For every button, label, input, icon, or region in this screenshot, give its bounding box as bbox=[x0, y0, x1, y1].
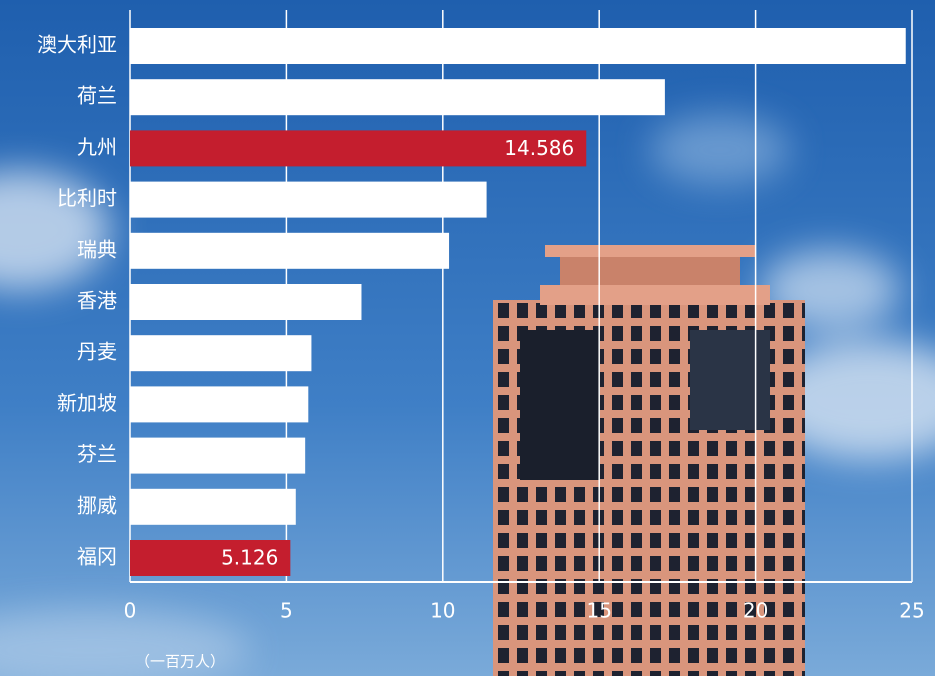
bar bbox=[130, 28, 906, 64]
building bbox=[493, 245, 805, 676]
bar bbox=[130, 386, 309, 423]
bar bbox=[130, 181, 487, 218]
bar bbox=[130, 437, 306, 474]
bar bbox=[130, 335, 312, 372]
value-label: 14.586 bbox=[504, 136, 574, 160]
x-tick-label: 10 bbox=[430, 599, 455, 623]
y-tick-label: 瑞典 bbox=[77, 237, 117, 261]
y-tick-label: 芬兰 bbox=[77, 442, 117, 466]
y-tick-label: 九州 bbox=[77, 135, 117, 159]
bar bbox=[130, 232, 450, 269]
y-tick-label: 新加坡 bbox=[57, 391, 117, 415]
y-tick-label: 比利时 bbox=[57, 186, 117, 210]
bar bbox=[130, 540, 291, 576]
y-tick-label: 澳大利亚 bbox=[37, 33, 117, 57]
y-tick-label: 香港 bbox=[77, 289, 117, 313]
y-tick-label: 荷兰 bbox=[77, 84, 117, 108]
y-tick-label: 丹麦 bbox=[77, 340, 117, 364]
x-tick-label: 20 bbox=[743, 599, 768, 623]
x-tick-label: 15 bbox=[586, 599, 611, 623]
bar bbox=[130, 130, 587, 167]
axis-unit-label: （一百万人） bbox=[135, 653, 225, 671]
y-tick-label: 挪威 bbox=[77, 493, 117, 517]
bar bbox=[130, 488, 296, 525]
bar bbox=[130, 79, 665, 116]
x-tick-label: 5 bbox=[280, 599, 293, 623]
value-label: 5.126 bbox=[221, 546, 278, 570]
x-tick-label: 0 bbox=[124, 599, 137, 623]
x-tick-label: 25 bbox=[899, 599, 924, 623]
y-tick-label: 福冈 bbox=[77, 545, 117, 569]
bar bbox=[130, 284, 362, 320]
